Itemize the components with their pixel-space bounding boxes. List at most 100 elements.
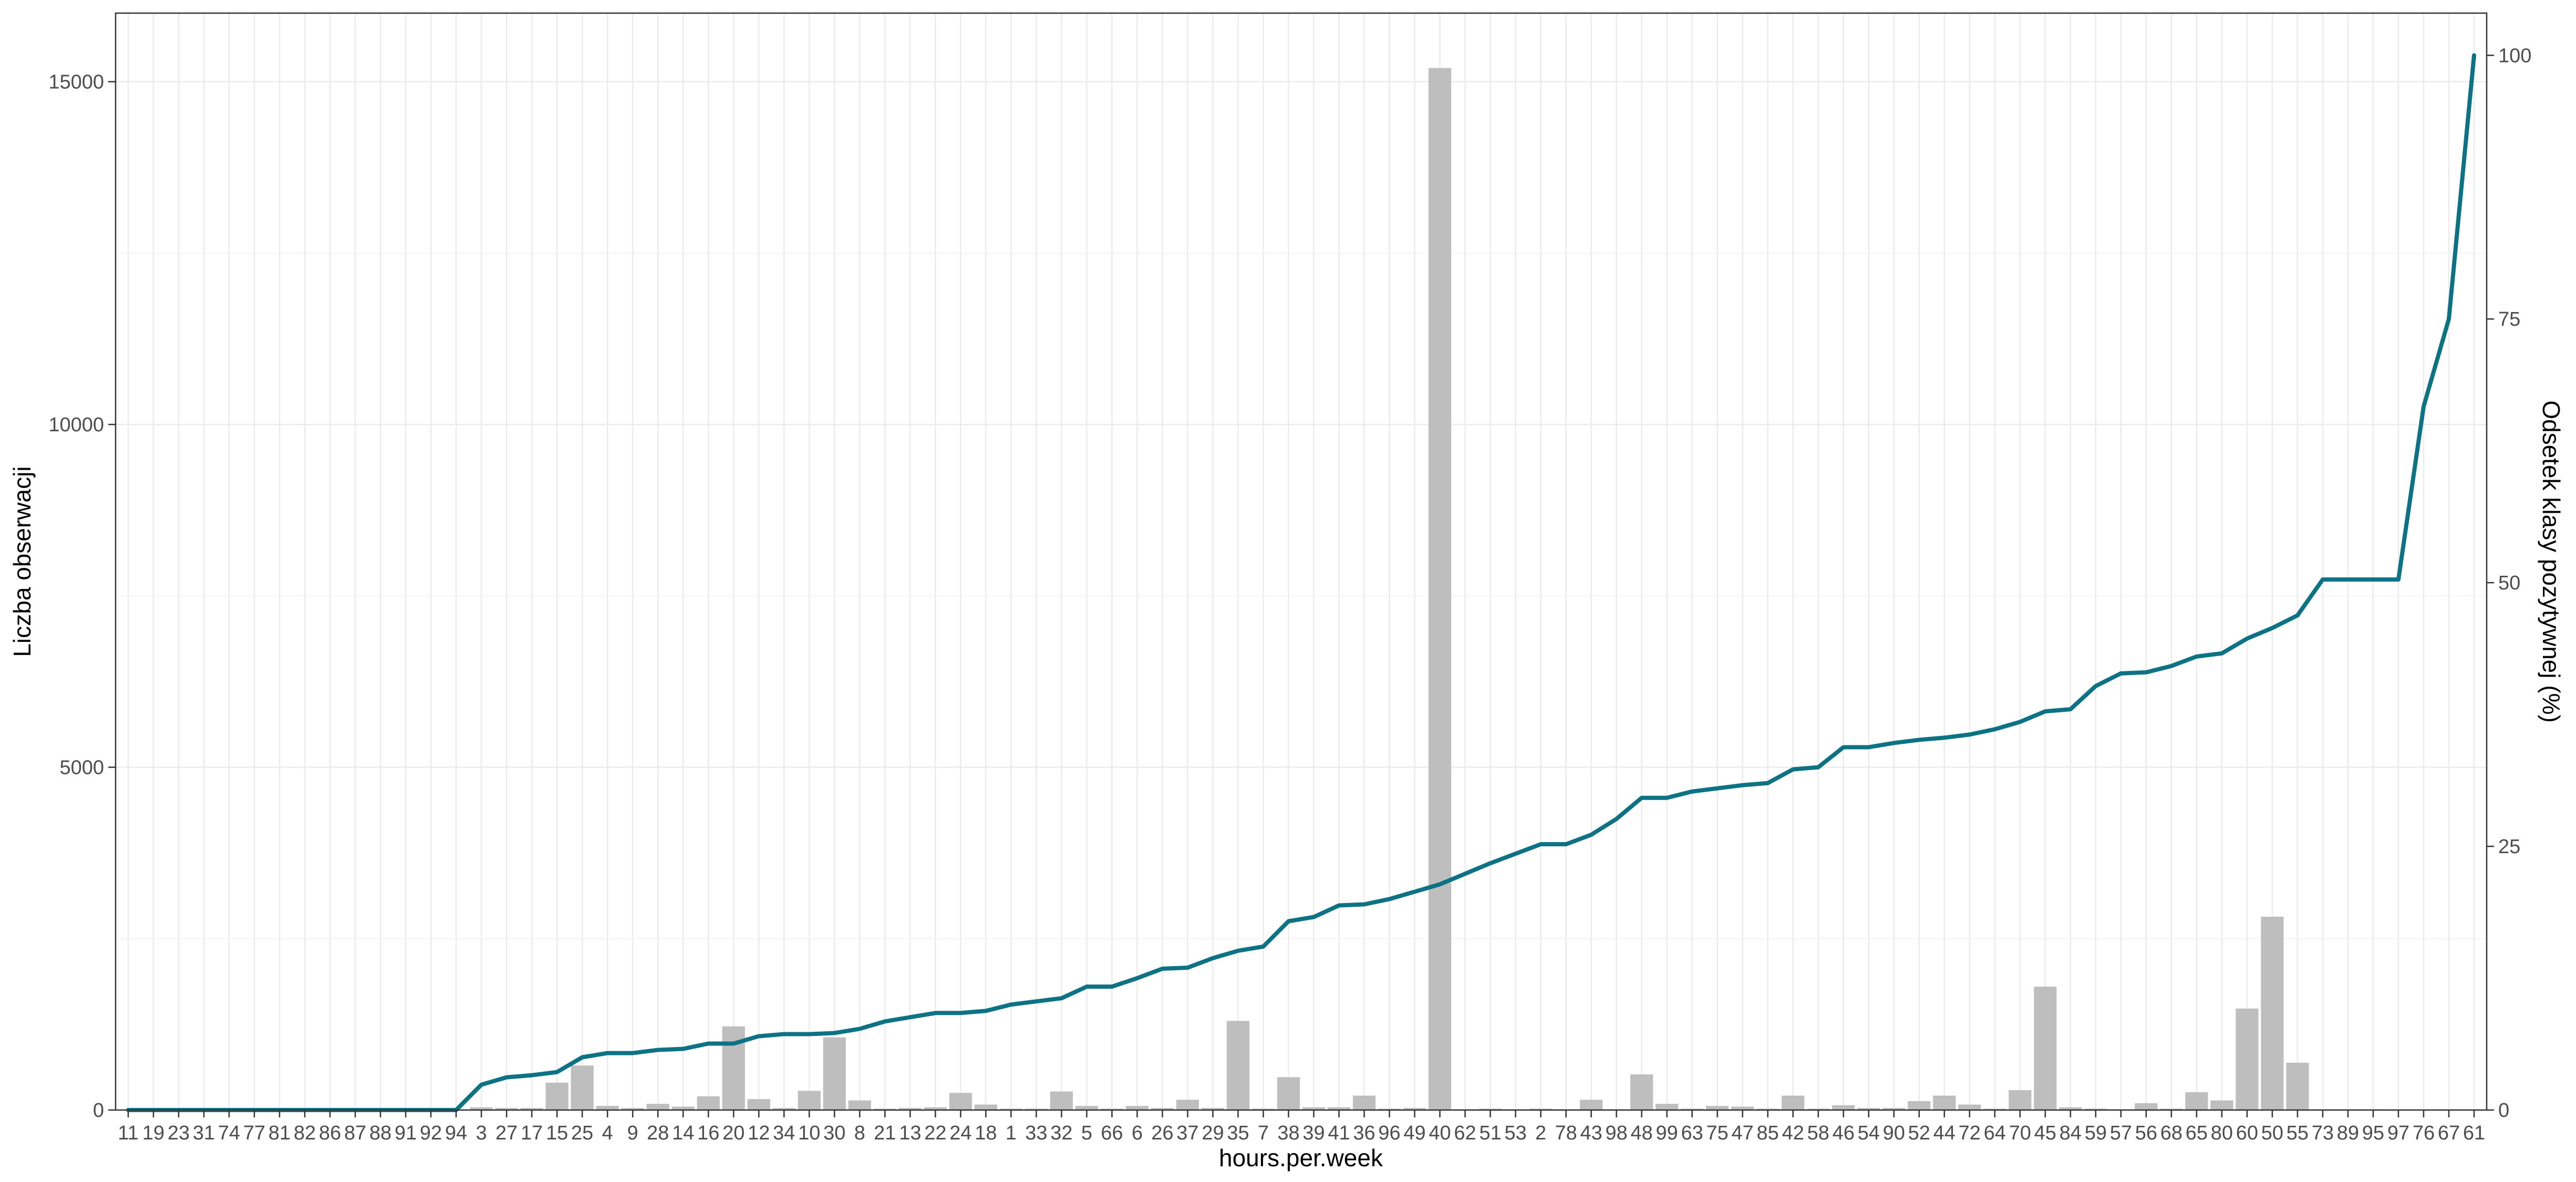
x-tick-label: 20: [722, 1122, 744, 1144]
x-tick-label: 47: [1732, 1122, 1754, 1144]
x-tick-label: 13: [899, 1122, 921, 1144]
bar: [1327, 1107, 1351, 1110]
panel-border: [115, 12, 2488, 1111]
x-axis-title: hours.per.week: [1219, 1144, 1383, 1171]
bar: [1478, 1108, 1502, 1110]
positive-rate-line: [126, 53, 2476, 1112]
x-tick-label: 35: [1227, 1122, 1249, 1144]
x-tick-label: 41: [1328, 1122, 1350, 1144]
x-tick-label: 31: [193, 1122, 215, 1144]
x-tick-label: 76: [2413, 1122, 2435, 1144]
x-tick-label: 56: [2135, 1122, 2157, 1144]
x-tick-label: 54: [1858, 1122, 1880, 1144]
bar: [520, 1108, 543, 1110]
bar: [1201, 1108, 1225, 1110]
bar: [848, 1100, 871, 1110]
right-y-tick-label: 25: [2498, 836, 2520, 858]
right-y-tick-label: 50: [2498, 572, 2520, 594]
bar: [1176, 1100, 1199, 1110]
bar: [1857, 1108, 1880, 1110]
bar: [2084, 1108, 2107, 1110]
x-tick-label: 18: [975, 1122, 997, 1144]
left-y-tick-label: 0: [93, 1100, 104, 1122]
x-tick-label: 65: [2186, 1122, 2208, 1144]
bar: [2034, 987, 2057, 1110]
x-tick-label: 55: [2287, 1122, 2309, 1144]
x-tick-label: 81: [268, 1122, 291, 1144]
x-tick-label: 17: [521, 1122, 543, 1144]
x-tick-label: 26: [1151, 1122, 1173, 1144]
x-tick-label: 70: [2009, 1122, 2031, 1144]
x-tick-label: 3: [476, 1122, 487, 1144]
bar: [873, 1108, 896, 1110]
x-tick-label: 53: [1504, 1122, 1526, 1144]
x-tick-label: 91: [395, 1122, 417, 1144]
bar: [671, 1106, 695, 1110]
bar: [1681, 1108, 1704, 1110]
right-y-tick-label: 0: [2498, 1100, 2509, 1122]
bar: [2059, 1107, 2082, 1110]
x-tick-label: 11: [118, 1122, 138, 1144]
x-tick-label: 64: [1984, 1122, 2006, 1144]
bar: [1050, 1091, 1073, 1110]
bar: [1630, 1074, 1653, 1110]
x-tick-label: 45: [2034, 1122, 2056, 1144]
x-tick-label: 97: [2387, 1122, 2409, 1144]
bar: [798, 1091, 821, 1110]
bar: [1125, 1106, 1149, 1110]
bar: [1100, 1108, 1124, 1110]
left-y-axis-title: Liczba obserwacji: [8, 466, 36, 657]
x-tick-label: 61: [2463, 1122, 2485, 1144]
x-tick-label: 19: [142, 1122, 164, 1144]
x-tick-label: 98: [1605, 1122, 1627, 1144]
x-tick-label: 59: [2085, 1122, 2107, 1144]
x-tick-label: 25: [571, 1122, 593, 1144]
bar: [1731, 1106, 1754, 1110]
left-y-tick-label: 10000: [48, 414, 104, 436]
x-tick-label: 99: [1656, 1122, 1678, 1144]
bar: [1226, 1021, 1250, 1110]
x-tick-label: 23: [168, 1122, 190, 1144]
x-tick-label: 22: [924, 1122, 946, 1144]
bar: [924, 1107, 947, 1110]
x-tick-label: 50: [2261, 1122, 2283, 1144]
x-tick-label: 85: [1757, 1122, 1779, 1144]
x-tick-label: 86: [319, 1122, 341, 1144]
right-y-axis: 0 25 50 75 100: [2487, 45, 2531, 1122]
bar: [2286, 1062, 2309, 1110]
bar: [1025, 1108, 1048, 1110]
bar: [1882, 1108, 1906, 1110]
bar: [2009, 1090, 2032, 1110]
bar: [772, 1108, 795, 1110]
x-tick-label: 51: [1479, 1122, 1501, 1144]
left-y-tick-label: 15000: [48, 71, 104, 94]
x-tick-label: 63: [1681, 1122, 1703, 1144]
panel-background: [116, 13, 2487, 1110]
bar: [999, 1108, 1022, 1110]
x-tick-label: 34: [773, 1122, 795, 1144]
left-y-tick-label: 5000: [59, 757, 104, 779]
x-tick-label: 5: [1081, 1122, 1092, 1144]
x-tick-label: 77: [243, 1122, 265, 1144]
x-tick-label: 48: [1631, 1122, 1653, 1144]
bar: [1756, 1108, 1780, 1110]
x-tick-label: 4: [602, 1122, 613, 1144]
bar: [1251, 1108, 1275, 1110]
x-tick-label: 40: [1429, 1122, 1451, 1144]
bar: [974, 1104, 997, 1110]
x-tick-label: 12: [748, 1122, 770, 1144]
bar: [1832, 1105, 1855, 1110]
x-tick-label: 36: [1353, 1122, 1375, 1144]
x-tick-label: 89: [2337, 1122, 2359, 1144]
x-tick-label: 52: [1908, 1122, 1930, 1144]
bar: [495, 1108, 518, 1110]
bar: [2236, 1008, 2259, 1110]
bar: [1529, 1108, 1553, 1110]
x-tick-label: 30: [823, 1122, 845, 1144]
x-tick-label: 49: [1403, 1122, 1425, 1144]
bar: [1933, 1095, 1956, 1110]
x-tick-label: 1: [1006, 1122, 1017, 1144]
bar: [2160, 1108, 2183, 1110]
bar: [646, 1104, 669, 1110]
